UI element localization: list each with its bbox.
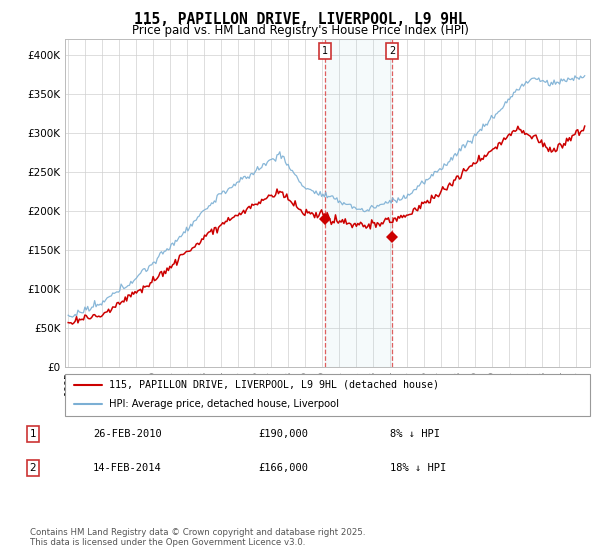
Bar [325,39,392,367]
Text: 8% ↓ HPI: 8% ↓ HPI [390,429,440,439]
Text: 115, PAPILLON DRIVE, LIVERPOOL, L9 9HL: 115, PAPILLON DRIVE, LIVERPOOL, L9 9HL [134,12,466,27]
Text: 14-FEB-2014: 14-FEB-2014 [93,463,162,473]
Text: 2: 2 [29,463,37,473]
Text: 115, PAPILLON DRIVE, LIVERPOOL, L9 9HL (detached house): 115, PAPILLON DRIVE, LIVERPOOL, L9 9HL (… [109,380,439,390]
Text: HPI: Average price, detached house, Liverpool: HPI: Average price, detached house, Live… [109,399,340,409]
Text: Price paid vs. HM Land Registry's House Price Index (HPI): Price paid vs. HM Land Registry's House … [131,24,469,36]
Text: 2: 2 [389,46,395,56]
Text: 1: 1 [29,429,37,439]
Text: £166,000: £166,000 [258,463,308,473]
Text: 26-FEB-2010: 26-FEB-2010 [93,429,162,439]
Text: 18% ↓ HPI: 18% ↓ HPI [390,463,446,473]
Text: Contains HM Land Registry data © Crown copyright and database right 2025.
This d: Contains HM Land Registry data © Crown c… [30,528,365,547]
Text: 1: 1 [322,46,328,56]
Text: £190,000: £190,000 [258,429,308,439]
FancyBboxPatch shape [65,374,590,416]
